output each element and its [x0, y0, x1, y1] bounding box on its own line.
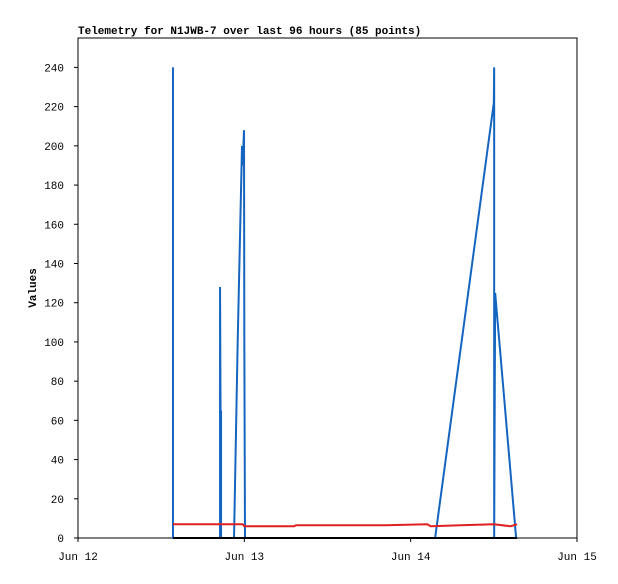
plot-frame: [77, 37, 578, 539]
y-tick-label: 40: [51, 456, 64, 468]
y-tick-label: 20: [51, 495, 64, 507]
y-axis-label: Values: [28, 268, 40, 308]
series-line: [172, 523, 518, 528]
y-tick-label: 60: [51, 416, 64, 428]
series-line: [171, 67, 518, 539]
y-tick-label: 120: [44, 299, 64, 311]
y-tick-label: 100: [44, 338, 64, 350]
x-tick-label: Jun 12: [58, 552, 98, 564]
y-tick-label: 180: [44, 181, 64, 193]
y-tick-label: 160: [44, 220, 64, 232]
x-tick-label: Jun 13: [225, 552, 265, 564]
y-tick-label: 80: [51, 377, 64, 389]
y-tick-label: 0: [57, 534, 64, 546]
x-tick-label: Jun 15: [557, 552, 597, 564]
y-tick-label: 220: [44, 103, 64, 115]
y-tick-label: 140: [44, 259, 64, 271]
chart-title: Telemetry for N1JWB-7 over last 96 hours…: [78, 26, 421, 38]
x-tick-label: Jun 14: [391, 552, 431, 564]
y-tick-label: 240: [44, 63, 64, 75]
y-tick-label: 200: [44, 142, 64, 154]
